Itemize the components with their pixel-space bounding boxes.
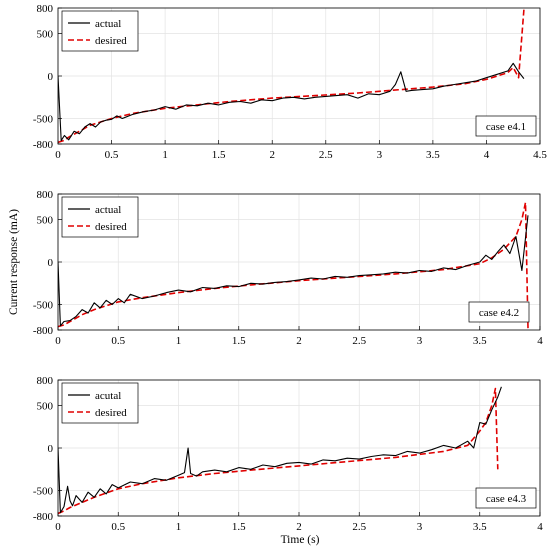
legend-box xyxy=(61,196,139,238)
y-tick-label: 800 xyxy=(37,3,54,15)
x-tick-label: 0 xyxy=(55,521,61,533)
legend-box xyxy=(61,382,139,424)
x-tick-label: 3 xyxy=(417,335,423,347)
legend-box xyxy=(61,10,139,52)
y-tick-label: -500 xyxy=(33,486,54,498)
x-tick-label: 2 xyxy=(296,335,302,347)
x-tick-label: 1 xyxy=(176,521,182,533)
chart-panel-3: 0 0.5 1 1.5 2 2.5 3 3.5 4 -800 -500 0 500 800 acutal de… xyxy=(33,375,543,533)
x-tick-label: 3.5 xyxy=(473,335,487,347)
case-label: case e4.2 xyxy=(479,307,519,319)
legend: acutal desired xyxy=(61,382,139,424)
x-tick-label: 4 xyxy=(537,335,543,347)
x-tick-label: 2 xyxy=(296,521,302,533)
y-tick-label: 0 xyxy=(48,257,54,269)
x-tick-label: 0.5 xyxy=(111,335,125,347)
x-tick-label: 4 xyxy=(484,149,490,161)
y-tick-label: 500 xyxy=(37,29,54,41)
x-axis-label: Time (s) xyxy=(281,534,320,546)
y-tick-label: -500 xyxy=(33,114,54,126)
legend-label-actual: actual xyxy=(95,204,121,216)
case-label-box xyxy=(475,115,537,137)
x-tick-label: 0 xyxy=(55,149,61,161)
chart-panel-1: 0 0.5 1 1.5 2 2.5 3 3.5 4 4.5 -800 -500 0 500 800 actua… xyxy=(33,3,548,161)
y-tick-label: 0 xyxy=(48,443,54,455)
legend: actual desired xyxy=(61,196,139,238)
x-tick-label: 3 xyxy=(377,149,383,161)
legend: actual desired xyxy=(61,10,139,52)
y-tick-label: 500 xyxy=(37,401,54,413)
x-tick-label: 1 xyxy=(176,335,182,347)
y-tick-label: 800 xyxy=(37,375,54,387)
series-line-desired xyxy=(58,9,525,144)
chart-panel-2: 0 0.5 1 1.5 2 2.5 3 3.5 4 -800 -500 0 500 800 actual de… xyxy=(33,189,543,347)
case-label-box xyxy=(468,301,530,323)
case-label: case e4.3 xyxy=(486,493,527,505)
x-tick-label: 1.5 xyxy=(232,335,246,347)
x-tick-label: 2.5 xyxy=(319,149,333,161)
x-tick-label: 1.5 xyxy=(232,521,246,533)
y-tick-label: 800 xyxy=(37,189,54,201)
x-tick-label: 0.5 xyxy=(111,521,125,533)
legend-label-actual: acutal xyxy=(95,390,121,402)
case-label: case e4.1 xyxy=(486,121,526,133)
y-axis-label: Current response (mA) xyxy=(8,209,20,315)
x-tick-label: 2 xyxy=(269,149,275,161)
x-tick-label: 1 xyxy=(162,149,168,161)
case-label-box xyxy=(475,487,537,509)
x-tick-label: 3.5 xyxy=(473,521,487,533)
legend-label-desired: desired xyxy=(95,221,127,233)
x-tick-label: 3.5 xyxy=(426,149,440,161)
x-tick-label: 2.5 xyxy=(352,335,366,347)
panels: 0 0.5 1 1.5 2 2.5 3 3.5 4 4.5 -800 -500 0 500 800 actua… xyxy=(33,3,548,533)
y-tick-label: 500 xyxy=(37,215,54,227)
legend-label-desired: desired xyxy=(95,35,127,47)
series-line-desired xyxy=(58,201,529,329)
y-tick-label: -800 xyxy=(33,139,54,151)
legend-label-desired: desired xyxy=(95,407,127,419)
x-tick-label: 3 xyxy=(417,521,423,533)
x-tick-label: 4 xyxy=(537,521,543,533)
y-tick-label: -800 xyxy=(33,325,54,337)
x-tick-label: 1.5 xyxy=(212,149,226,161)
x-tick-label: 0.5 xyxy=(105,149,119,161)
y-tick-label: -500 xyxy=(33,300,54,312)
series-line-actual xyxy=(58,215,529,327)
x-tick-label: 2.5 xyxy=(352,521,366,533)
x-tick-label: 4.5 xyxy=(533,149,547,161)
y-tick-label: 0 xyxy=(48,71,54,83)
series-line-actual xyxy=(58,386,502,514)
series-line-actual xyxy=(58,62,525,142)
x-tick-label: 0 xyxy=(55,335,61,347)
y-tick-label: -800 xyxy=(33,511,54,523)
legend-label-actual: actual xyxy=(95,18,121,30)
